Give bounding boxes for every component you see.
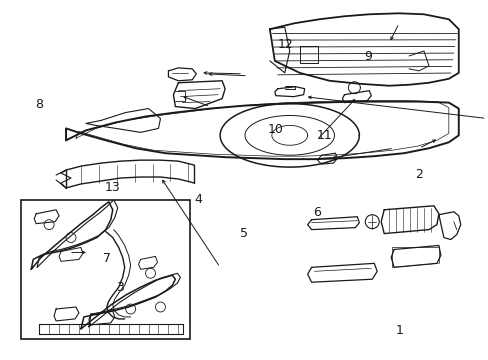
Text: 3: 3 [116, 281, 124, 294]
Text: 5: 5 [240, 227, 248, 240]
Text: 6: 6 [313, 206, 321, 219]
Text: 10: 10 [267, 123, 284, 136]
Text: 13: 13 [104, 181, 120, 194]
Text: 12: 12 [277, 38, 293, 51]
Text: 2: 2 [415, 168, 423, 181]
Text: 11: 11 [316, 129, 332, 142]
Text: 9: 9 [364, 50, 372, 63]
Text: 8: 8 [35, 99, 43, 112]
Text: 7: 7 [103, 252, 111, 265]
Text: 4: 4 [194, 193, 202, 206]
Text: 1: 1 [395, 324, 403, 337]
Bar [21, 200, 190, 339]
